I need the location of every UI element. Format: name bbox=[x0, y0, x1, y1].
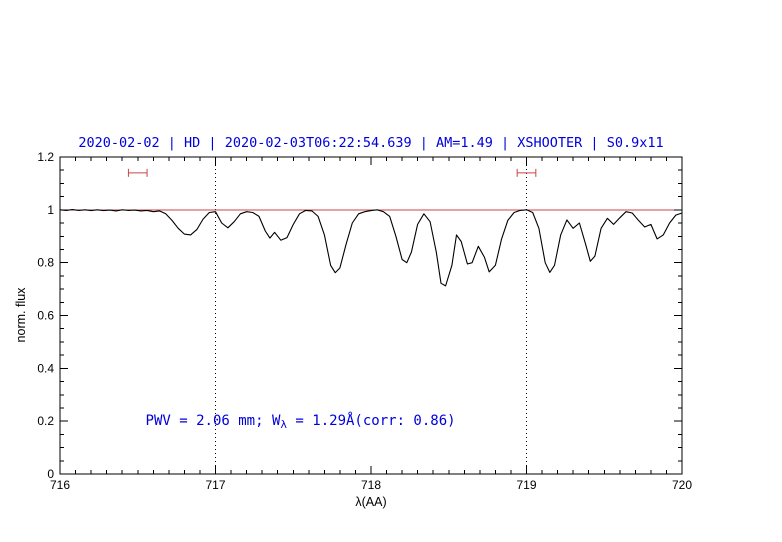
plot-title: 2020-02-02 | HD | 2020-02-03T06:22:54.63… bbox=[78, 135, 664, 151]
x-tick-label: 719 bbox=[516, 478, 536, 492]
spectrum-line bbox=[59, 209, 683, 287]
x-tick-label: 718 bbox=[361, 478, 381, 492]
y-axis-label: norm. flux bbox=[14, 287, 28, 343]
pwv-annotation: PWV = 2.06 mm; Wλ = 1.29Å(corr: 0.86) bbox=[146, 412, 456, 431]
y-tick-label: 1 bbox=[47, 203, 54, 217]
x-tick-label: 720 bbox=[672, 478, 692, 492]
x-axis-label: λ(AA) bbox=[355, 495, 387, 509]
y-tick-label: 1.2 bbox=[37, 150, 54, 164]
y-tick-label: 0.4 bbox=[37, 361, 54, 375]
y-tick-label: 0 bbox=[47, 467, 54, 481]
y-tick-label: 0.8 bbox=[37, 256, 54, 270]
x-tick-label: 717 bbox=[205, 478, 225, 492]
x-tick-label: 716 bbox=[50, 478, 70, 492]
y-tick-label: 0.6 bbox=[37, 309, 54, 323]
y-tick-label: 0.2 bbox=[37, 414, 54, 428]
